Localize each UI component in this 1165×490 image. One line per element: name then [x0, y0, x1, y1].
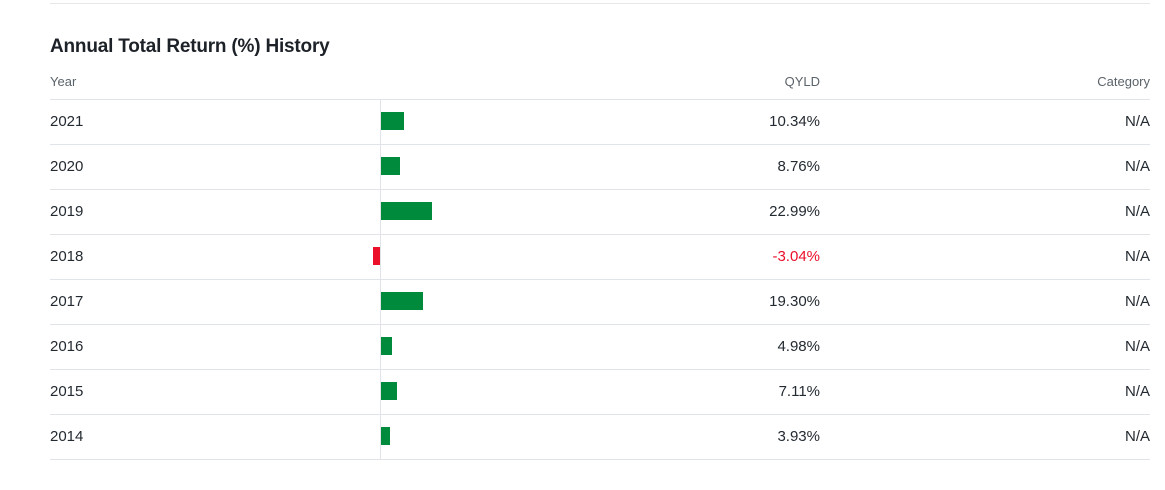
table-row: 2015 7.11% N/A	[50, 370, 1150, 415]
return-bar	[373, 247, 380, 265]
bar-axis-line	[380, 280, 381, 324]
return-bar	[381, 337, 392, 355]
table-row: 2016 4.98% N/A	[50, 325, 1150, 370]
row-category: N/A	[1124, 293, 1150, 310]
table-header: Year QYLD Category	[50, 68, 1150, 100]
row-year: 2018	[50, 248, 84, 265]
table-row: 2018 -3.04% N/A	[50, 235, 1150, 280]
return-bar	[381, 292, 424, 310]
row-category: N/A	[1124, 158, 1150, 175]
row-return: 7.11%	[778, 383, 820, 400]
table-row: 2017 19.30% N/A	[50, 280, 1150, 325]
header-category: Category	[1097, 74, 1150, 89]
row-return: 19.30%	[769, 293, 820, 310]
header-year: Year	[50, 74, 77, 89]
row-category: N/A	[1124, 338, 1150, 355]
row-return: 3.93%	[777, 428, 820, 445]
section-title: Annual Total Return (%) History	[50, 36, 330, 57]
row-year: 2019	[50, 203, 84, 220]
row-return: 22.99%	[769, 203, 820, 220]
return-bar	[381, 112, 404, 130]
bar-axis-line	[380, 325, 381, 369]
bar-axis-line	[380, 145, 381, 189]
bar-axis-line	[380, 235, 381, 279]
row-year: 2015	[50, 383, 84, 400]
bar-axis-line	[380, 100, 381, 144]
row-category: N/A	[1124, 383, 1150, 400]
table-row: 2021 10.34% N/A	[50, 100, 1150, 145]
bar-axis-line	[380, 370, 381, 414]
return-bar	[381, 202, 432, 220]
row-category: N/A	[1124, 113, 1150, 130]
row-category: N/A	[1124, 203, 1150, 220]
row-year: 2020	[50, 158, 84, 175]
top-divider	[50, 3, 1150, 4]
row-year: 2014	[50, 428, 84, 445]
row-return: 10.34%	[769, 113, 820, 130]
row-category: N/A	[1124, 248, 1150, 265]
table-row: 2019 22.99% N/A	[50, 190, 1150, 235]
annual-return-table: Year QYLD Category 2021 10.34% N/A 2020 8.76…	[50, 68, 1150, 460]
return-bar	[381, 157, 401, 175]
bar-axis-line	[380, 415, 381, 459]
row-return: -3.04%	[772, 248, 820, 265]
row-year: 2021	[50, 113, 84, 130]
row-return: 8.76%	[777, 158, 820, 175]
row-year: 2017	[50, 293, 84, 310]
header-fund: QYLD	[784, 74, 820, 89]
table-row: 2020 8.76% N/A	[50, 145, 1150, 190]
table-row: 2014 3.93% N/A	[50, 415, 1150, 460]
row-year: 2016	[50, 338, 84, 355]
bar-axis-line	[380, 190, 381, 234]
table-body: 2021 10.34% N/A 2020 8.76% N/A 2019 22.99% N/A 20…	[50, 100, 1150, 460]
row-return: 4.98%	[777, 338, 820, 355]
return-bar	[381, 427, 390, 445]
return-bar	[381, 382, 397, 400]
row-category: N/A	[1124, 428, 1150, 445]
